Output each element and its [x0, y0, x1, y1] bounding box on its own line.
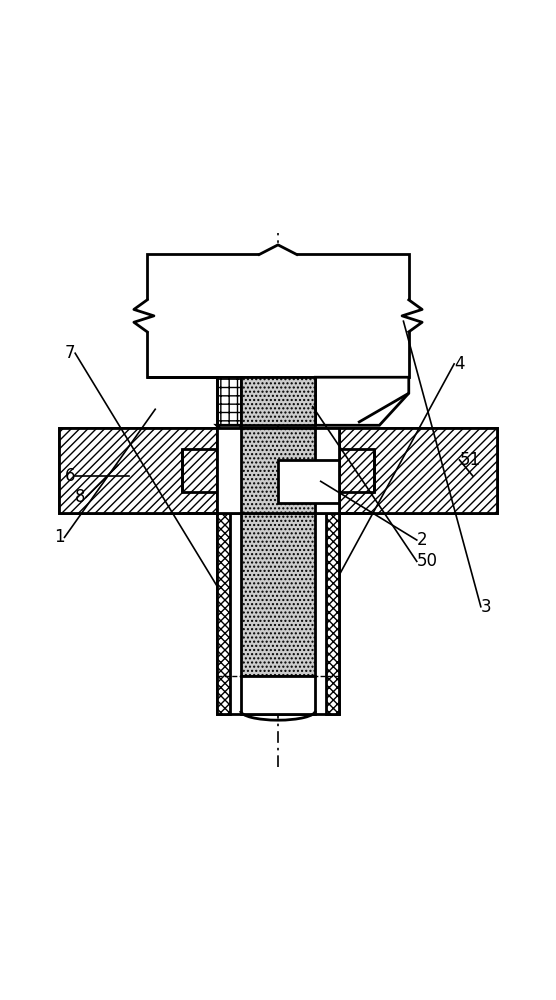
- Text: 6: 6: [64, 467, 75, 485]
- Text: 3: 3: [481, 598, 492, 616]
- Bar: [241, 513, 315, 676]
- Bar: [147, 254, 409, 377]
- Bar: [217, 428, 339, 513]
- Text: 7: 7: [64, 344, 75, 362]
- Text: 4: 4: [454, 355, 465, 373]
- Bar: [59, 428, 497, 513]
- Text: 1: 1: [54, 528, 64, 546]
- Bar: [241, 428, 315, 513]
- Text: 8: 8: [76, 488, 86, 506]
- Bar: [406, 300, 438, 332]
- Polygon shape: [217, 425, 241, 449]
- Bar: [241, 377, 315, 425]
- Polygon shape: [315, 377, 409, 425]
- Bar: [217, 513, 230, 714]
- Bar: [217, 513, 339, 714]
- Bar: [278, 460, 339, 503]
- Bar: [131, 300, 166, 332]
- Polygon shape: [147, 377, 241, 425]
- Bar: [326, 513, 339, 714]
- Text: 2: 2: [417, 531, 428, 549]
- Text: 50: 50: [417, 552, 438, 570]
- Bar: [241, 676, 315, 714]
- Text: 51: 51: [459, 451, 480, 469]
- Polygon shape: [339, 428, 497, 513]
- Polygon shape: [59, 428, 217, 513]
- Bar: [259, 243, 297, 256]
